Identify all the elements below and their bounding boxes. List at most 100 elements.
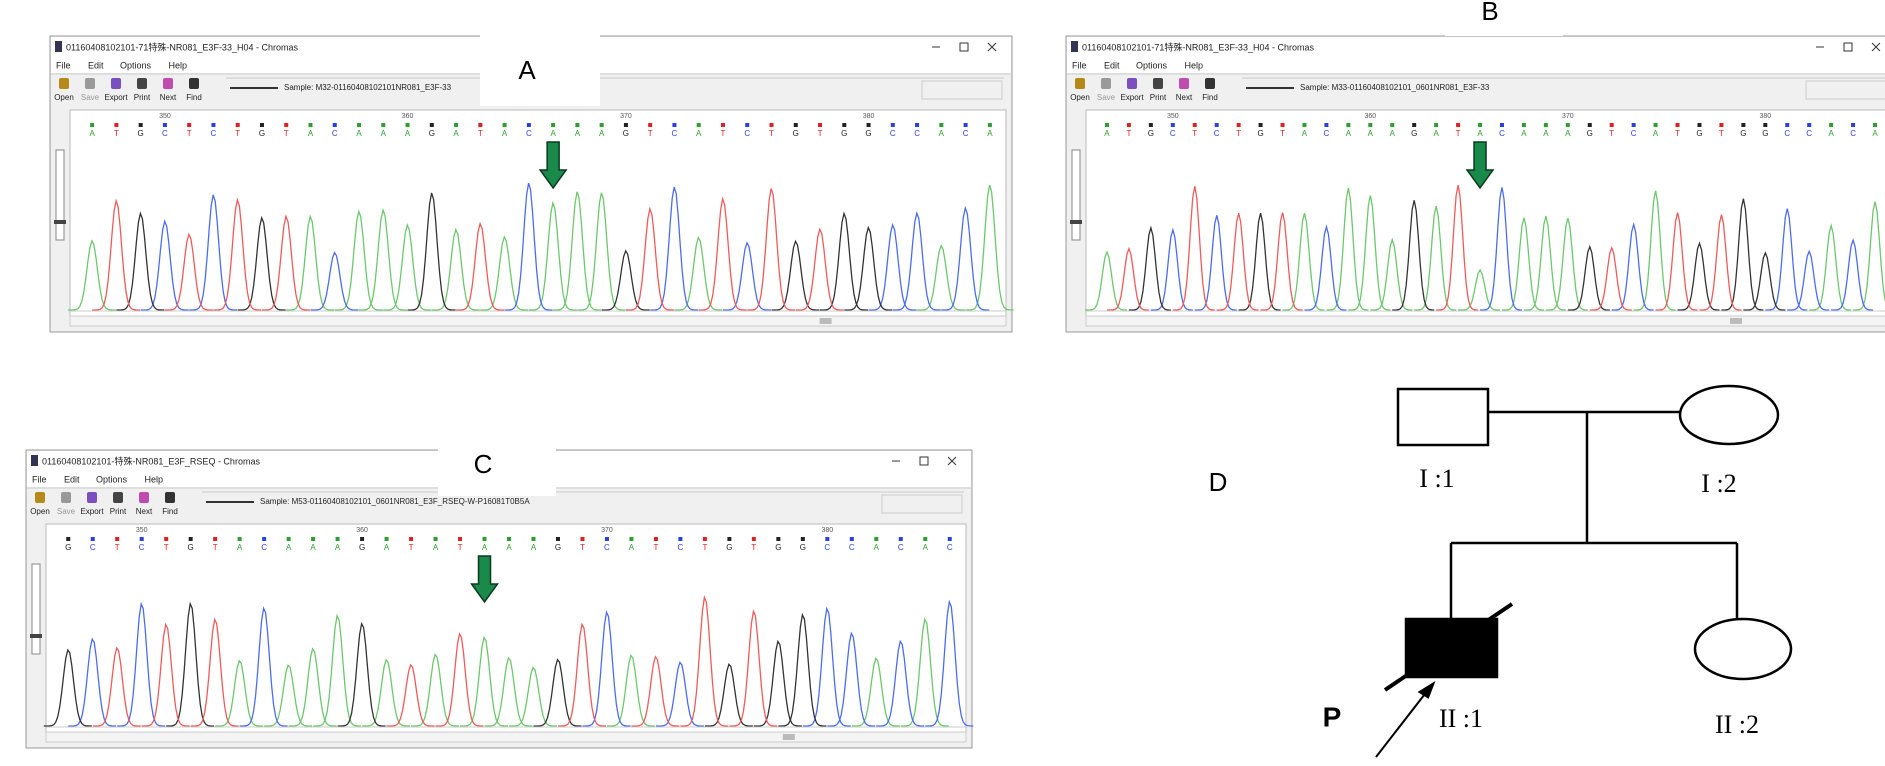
base-call: A xyxy=(310,543,316,552)
female xyxy=(1680,386,1778,444)
toolbar-icon[interactable] xyxy=(1179,78,1189,89)
menu-item[interactable]: Help xyxy=(169,60,188,70)
base-call: A xyxy=(506,543,512,552)
toolbar-label[interactable]: Export xyxy=(80,507,104,516)
base-call: C xyxy=(1850,129,1856,138)
toolbar-icon[interactable] xyxy=(137,78,147,89)
toolbar-icon[interactable] xyxy=(189,78,199,89)
base-marker xyxy=(1281,123,1285,127)
toolbar-label[interactable]: Print xyxy=(134,93,151,102)
base-call: A xyxy=(575,129,581,138)
toolbar-icon[interactable] xyxy=(1127,78,1137,89)
toolbar-icon[interactable] xyxy=(85,78,95,89)
toolbar-label[interactable]: Save xyxy=(57,507,76,516)
menu-item[interactable]: Help xyxy=(145,474,164,484)
toolbar-label[interactable]: Open xyxy=(1070,93,1090,102)
base-call: A xyxy=(308,129,314,138)
toolbar-label[interactable]: Next xyxy=(1176,93,1193,102)
base-marker xyxy=(818,123,822,127)
base-call: A xyxy=(1828,129,1834,138)
base-call: A xyxy=(433,543,439,552)
base-marker xyxy=(1324,123,1328,127)
toolbar-label[interactable]: Print xyxy=(1150,93,1167,102)
toolbar-icon[interactable] xyxy=(61,492,71,503)
base-call: C xyxy=(1499,129,1505,138)
base-marker xyxy=(311,537,315,541)
zoom-thumb[interactable] xyxy=(1070,220,1082,224)
scrollbar[interactable] xyxy=(46,732,966,742)
base-call: T xyxy=(1192,129,1197,138)
base-marker xyxy=(580,537,584,541)
toolbar-label[interactable]: Export xyxy=(1120,93,1144,102)
base-marker xyxy=(430,123,434,127)
menu-item[interactable]: Edit xyxy=(88,60,104,70)
base-call: C xyxy=(947,543,953,552)
scrollbar[interactable] xyxy=(1086,316,1885,326)
toolbar-icon[interactable] xyxy=(113,492,123,503)
toolbar-icon[interactable] xyxy=(111,78,121,89)
base-marker xyxy=(825,537,829,541)
toolbar-label[interactable]: Save xyxy=(81,93,100,102)
toolbar-label[interactable]: Find xyxy=(1202,93,1218,102)
base-marker xyxy=(66,537,70,541)
zoom-slider[interactable] xyxy=(32,564,40,654)
menu-item[interactable]: File xyxy=(32,474,47,484)
base-call: T xyxy=(478,129,483,138)
toolbar-label[interactable]: Open xyxy=(30,507,50,516)
toolbar-icon[interactable] xyxy=(139,492,149,503)
app-icon xyxy=(55,41,62,52)
toolbar-label[interactable]: Next xyxy=(136,507,153,516)
scroll-thumb[interactable] xyxy=(820,318,832,324)
menu-item[interactable]: Edit xyxy=(1104,60,1120,70)
base-call: A xyxy=(356,129,362,138)
menu-item[interactable]: Options xyxy=(96,474,128,484)
base-marker xyxy=(1719,123,1723,127)
base-call: A xyxy=(89,129,95,138)
scroll-thumb[interactable] xyxy=(1730,318,1742,324)
toolbar-label[interactable]: Export xyxy=(104,93,128,102)
base-marker xyxy=(600,123,604,127)
menu-item[interactable]: File xyxy=(56,60,71,70)
base-call: C xyxy=(332,129,338,138)
toolbar-label[interactable]: Find xyxy=(186,93,202,102)
scroll-thumb[interactable] xyxy=(783,734,795,740)
base-call: C xyxy=(849,543,855,552)
zoom-slider[interactable] xyxy=(56,150,64,240)
menu-item[interactable]: File xyxy=(1072,60,1087,70)
base-marker xyxy=(434,537,438,541)
toolbar-icon[interactable] xyxy=(1153,78,1163,89)
menu-item[interactable]: Edit xyxy=(64,474,80,484)
base-marker xyxy=(703,537,707,541)
menu-item[interactable]: Help xyxy=(1185,60,1204,70)
zoom-thumb[interactable] xyxy=(30,634,42,638)
zoom-thumb[interactable] xyxy=(54,220,66,224)
toolbar-label[interactable]: Next xyxy=(160,93,177,102)
base-marker xyxy=(745,123,749,127)
toolbar-icon[interactable] xyxy=(87,492,97,503)
toolbar-icon[interactable] xyxy=(1205,78,1215,89)
menu-item[interactable]: Options xyxy=(1136,60,1168,70)
toolbar-icon[interactable] xyxy=(163,78,173,89)
toolbar-icon[interactable] xyxy=(59,78,69,89)
scrollbar[interactable] xyxy=(70,316,1006,326)
base-call: A xyxy=(550,129,556,138)
toolbar-label[interactable]: Save xyxy=(1097,93,1116,102)
individual-label: II :1 xyxy=(1439,704,1483,733)
base-marker xyxy=(139,123,143,127)
toolbar-label[interactable]: Find xyxy=(162,507,178,516)
toolbar-icon[interactable] xyxy=(35,492,45,503)
base-call: G xyxy=(841,129,847,138)
toolbar-icon[interactable] xyxy=(1101,78,1111,89)
menu-item[interactable]: Options xyxy=(120,60,152,70)
panel-label: D xyxy=(1209,467,1228,497)
sample-name: Sample: M32-01160408102101NR081_E3F-33 xyxy=(284,83,452,92)
base-call: G xyxy=(259,129,265,138)
toolbar-icon[interactable] xyxy=(165,492,175,503)
toolbar-label[interactable]: Open xyxy=(54,93,74,102)
toolbar-icon[interactable] xyxy=(1075,78,1085,89)
base-marker xyxy=(1851,123,1855,127)
zoom-slider[interactable] xyxy=(1072,150,1080,240)
toolbar-label[interactable]: Print xyxy=(110,507,127,516)
base-call: T xyxy=(1126,129,1131,138)
base-marker xyxy=(1654,123,1658,127)
